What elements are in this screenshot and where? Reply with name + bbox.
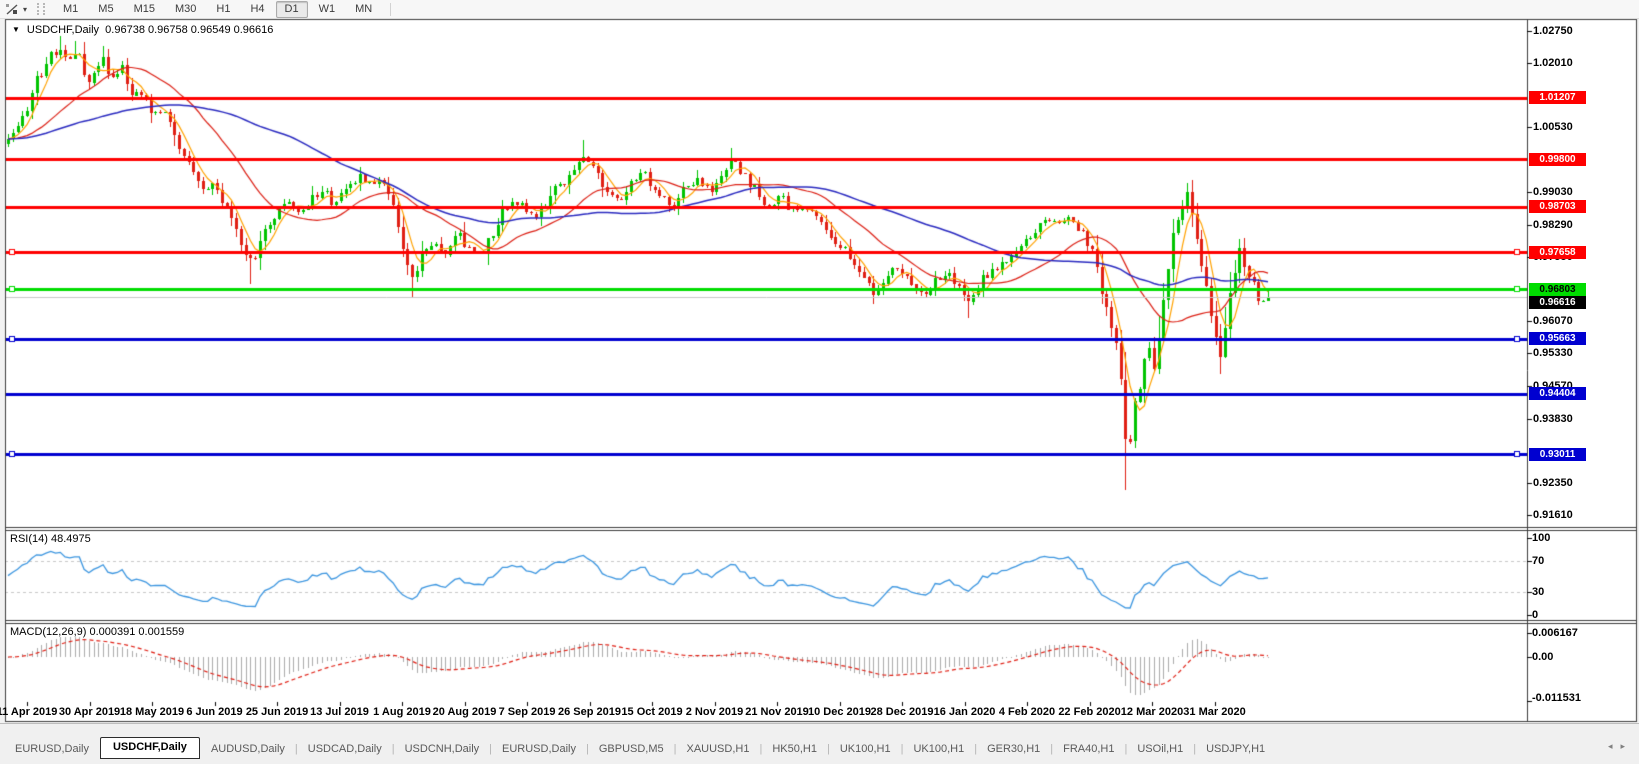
tab-separator: | xyxy=(489,743,493,755)
tab-separator: | xyxy=(585,743,589,755)
toolbar: ▾ M1 M5 M15 M30 H1 H4 D1 W1 MN xyxy=(0,0,1639,19)
tab-separator: | xyxy=(974,743,978,755)
chart-title: USDCHF,Daily 0.96738 0.96758 0.96549 0.9… xyxy=(26,24,274,36)
chart-tab-gbpusd-m5[interactable]: GBPUSD,M5 xyxy=(598,743,664,755)
chart-tab-usdcad-daily[interactable]: USDCAD,Daily xyxy=(307,743,382,755)
chart-title-bar: ▼ USDCHF,Daily 0.96738 0.96758 0.96549 0.… xyxy=(12,24,273,36)
chart-tab-eurusd-daily[interactable]: EURUSD,Daily xyxy=(502,743,576,755)
line-tools-icon[interactable] xyxy=(5,3,20,16)
chart-tab-audusd-daily[interactable]: AUDUSD,Daily xyxy=(210,743,285,755)
tab-separator: | xyxy=(1050,743,1054,755)
dropdown-caret[interactable]: ▾ xyxy=(23,4,28,14)
chart-tab-usoil-h1[interactable]: USOil,H1 xyxy=(1137,743,1184,755)
tab-separator: | xyxy=(759,743,763,755)
chart-tabs: EURUSD,Daily USDCHF,Daily AUDUSD,Daily | USD… xyxy=(6,737,1274,759)
toolbar-separator xyxy=(390,2,392,16)
tab-separator: | xyxy=(294,743,298,755)
chart-tab-xauusd-h1[interactable]: XAUUSD,H1 xyxy=(686,743,750,755)
tab-separator: | xyxy=(673,743,677,755)
toolbar-grip xyxy=(37,3,46,15)
timeframe-button-d1[interactable]: D1 xyxy=(275,0,308,18)
chart-tab-eurusd-daily[interactable]: EURUSD,Daily xyxy=(15,743,89,755)
timeframe-button-m1[interactable]: M1 xyxy=(63,2,79,15)
chart-tab-uk100-h1[interactable]: UK100,H1 xyxy=(913,743,965,755)
macd-indicator-label: MACD(12,26,9) 0.000391 0.001559 xyxy=(10,626,185,638)
tab-separator: | xyxy=(1124,743,1128,755)
tab-separator: | xyxy=(826,743,830,755)
rsi-indicator-label: RSI(14) 48.4975 xyxy=(10,533,91,545)
tab-scroll-right[interactable]: ▸ xyxy=(1620,741,1625,751)
tab-scroll-nav: ◂ ▸ xyxy=(1604,741,1629,752)
timeframe-button-m30[interactable]: M30 xyxy=(174,2,197,15)
tab-separator: | xyxy=(900,743,904,755)
chart-tab-bar: EURUSD,Daily USDCHF,Daily AUDUSD,Daily | USD… xyxy=(0,723,1639,764)
tab-scroll-left[interactable]: ◂ xyxy=(1607,741,1613,751)
tab-separator: | xyxy=(1193,743,1197,755)
chart-tab-usdjpy-h1[interactable]: USDJPY,H1 xyxy=(1206,743,1266,755)
timeframe-buttons: M1 M5 M15 M30 H1 H4 D1 W1 MN xyxy=(53,0,382,18)
chart-tab-fra40-h1[interactable]: FRA40,H1 xyxy=(1063,743,1115,755)
timeframe-button-mn[interactable]: MN xyxy=(355,2,373,15)
tab-separator: | xyxy=(391,743,395,755)
timeframe-button-w1[interactable]: W1 xyxy=(318,2,336,15)
collapse-arrow-icon[interactable]: ▼ xyxy=(12,25,20,34)
chart-tab-usdchf-daily[interactable]: USDCHF,Daily xyxy=(99,737,200,759)
chart-tab-uk100-h1[interactable]: UK100,H1 xyxy=(839,743,891,755)
chart-tab-hk50-h1[interactable]: HK50,H1 xyxy=(772,743,817,755)
line-tools-icon-glyph xyxy=(6,3,18,15)
timeframe-button-m15[interactable]: M15 xyxy=(133,2,155,15)
timeframe-button-m5[interactable]: M5 xyxy=(98,2,114,15)
timeframe-button-h1[interactable]: H1 xyxy=(216,2,231,15)
timeframe-button-h4[interactable]: H4 xyxy=(250,2,265,15)
chart-tab-usdcnh-daily[interactable]: USDCNH,Daily xyxy=(404,743,480,755)
chart-tab-ger30-h1[interactable]: GER30,H1 xyxy=(987,743,1041,755)
